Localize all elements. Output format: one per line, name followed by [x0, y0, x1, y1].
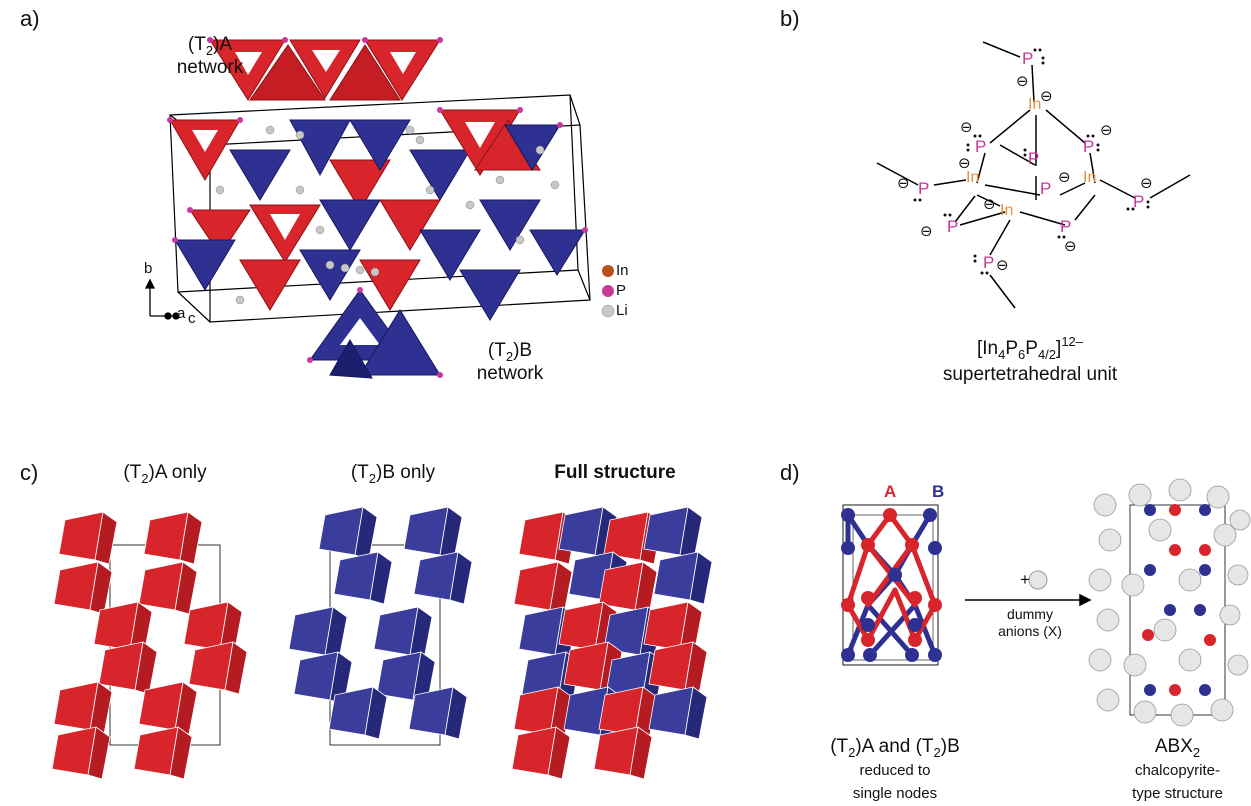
label-A: A [884, 482, 897, 501]
d-right-caption: ABX2 chalcopyrite- type structure [1132, 736, 1223, 802]
in-atom-right: In [1083, 169, 1096, 186]
red-network-top [209, 39, 441, 101]
p-atom-center: P [1028, 149, 1039, 168]
p-atoms [167, 37, 588, 378]
formula-label: [In4P6P4/2]12– [976, 334, 1084, 362]
svg-text:⊖: ⊖ [1016, 72, 1029, 90]
label-B: B [932, 482, 945, 501]
p-atom-upper-left: P [975, 137, 986, 156]
in-atom-bottom: In [1000, 202, 1013, 219]
blue-only-structure [288, 506, 473, 746]
legend-li-label: Li [616, 302, 628, 319]
axis-c-label: c [188, 310, 196, 327]
chalcopyrite-structure [1088, 478, 1251, 727]
p-atom-lower-right: P [1060, 217, 1071, 236]
axis-indicator [144, 278, 180, 320]
c-col1-title: (T2)A only [123, 462, 207, 486]
p-atom-bottom: P [983, 253, 994, 272]
panel-d-letter: d) [780, 460, 800, 485]
in-atom-top: In [1028, 96, 1041, 113]
svg-text:⊖: ⊖ [1140, 174, 1153, 192]
node-structure [841, 504, 942, 666]
supertetrahedral-caption: supertetrahedral unit [942, 364, 1118, 385]
svg-text:⊖: ⊖ [958, 154, 971, 172]
c-col3-title: Full structure [554, 462, 676, 483]
svg-text:⊖: ⊖ [897, 174, 910, 192]
p-atom-upper-right: P [1083, 137, 1094, 156]
p-atom-right: P [1133, 192, 1144, 211]
legend-in-label: In [616, 262, 629, 279]
in-atom-left: In [966, 169, 979, 186]
dummy-anion-sphere [1028, 570, 1048, 590]
legend-in-dot [602, 265, 614, 277]
label-t2b-network: (T2)B network [476, 340, 544, 384]
p-atom-mid: P [1040, 179, 1051, 198]
mixed-network-middle [169, 109, 586, 321]
c-col2-title: (T2)B only [350, 462, 436, 486]
svg-text:⊖: ⊖ [1064, 237, 1077, 255]
svg-text:⊖: ⊖ [920, 222, 933, 240]
svg-text:⊖: ⊖ [996, 256, 1009, 274]
axis-a-label: a [177, 305, 186, 322]
panel-c-letter: c) [20, 460, 39, 485]
panel-b-letter: b) [780, 6, 800, 31]
svg-text:⊖: ⊖ [1058, 168, 1071, 186]
p-atom-top: P [1022, 49, 1033, 68]
svg-text:⊖: ⊖ [1100, 121, 1113, 139]
p-atom-left: P [918, 179, 929, 198]
label-t2a-network: (T2)A network [176, 34, 244, 78]
svg-text:⊖: ⊖ [1040, 87, 1053, 105]
reaction-arrow [965, 593, 1092, 607]
li-atoms [215, 125, 560, 305]
svg-text:⊖: ⊖ [983, 195, 996, 213]
red-only-structure [51, 511, 248, 780]
blue-network-bottom [309, 289, 441, 379]
d-left-caption: (T2)A and (T2)B reduced to single nodes [830, 736, 960, 802]
p-atom-lower-left: P [947, 217, 958, 236]
svg-text:⊖: ⊖ [960, 118, 973, 136]
arrow-label: dummy anions (X) [998, 606, 1062, 639]
legend-p-label: P [616, 282, 627, 299]
axis-b-label: b [144, 260, 153, 277]
legend-li-dot [601, 304, 615, 318]
legend-p-dot [602, 285, 614, 297]
plus-sign: + [1020, 570, 1030, 589]
panel-a-letter: a) [20, 6, 40, 31]
